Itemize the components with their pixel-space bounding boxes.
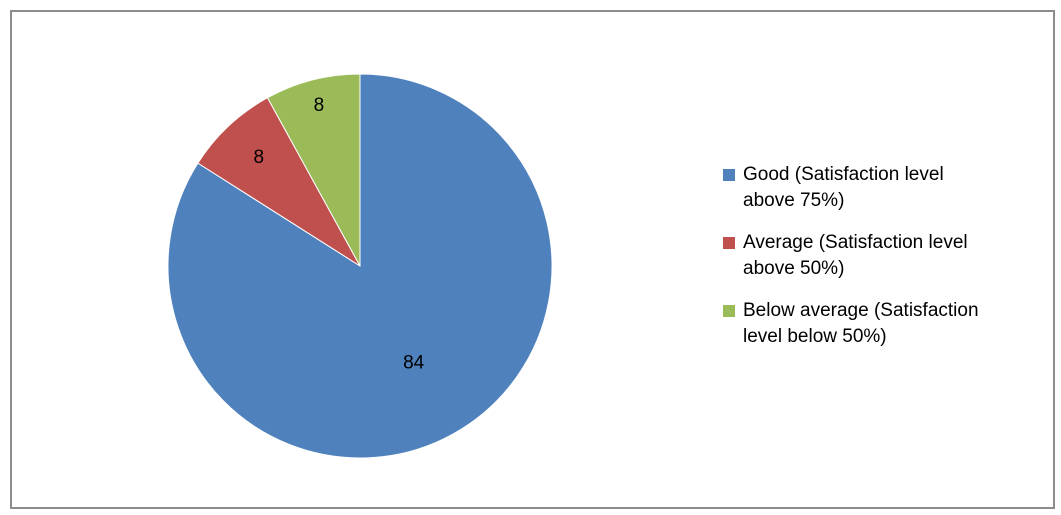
legend-item-average: Average (Satisfaction level above 50%): [723, 230, 1043, 282]
legend-item-below-average: Below average (Satisfaction level below …: [723, 298, 1043, 350]
pie-chart: 84 8 8: [167, 73, 553, 459]
pie-slice-below-average: [266, 73, 361, 267]
legend-swatch-below-average: [723, 305, 735, 317]
pie-data-labels: 84 8 8: [254, 95, 425, 374]
legend-swatch-good: [723, 169, 735, 181]
data-label-good: 84: [403, 353, 425, 374]
data-label-average: 8: [254, 147, 265, 168]
chart-area: 84 8 8 Good (Satisfaction level above 75%)…: [10, 10, 1055, 509]
pie-slice-average: [197, 97, 361, 267]
pie-slices: [167, 73, 553, 459]
legend-item-good: Good (Satisfaction level above 75%): [723, 162, 1043, 214]
legend-label-average: Average (Satisfaction level above 50%): [743, 232, 968, 279]
legend-label-below-average: Below average (Satisfaction level below …: [743, 300, 979, 347]
legend-label-good: Good (Satisfaction level above 75%): [743, 164, 944, 211]
data-label-below-average: 8: [314, 95, 325, 116]
legend: Good (Satisfaction level above 75%) Aver…: [723, 162, 1043, 366]
legend-swatch-average: [723, 237, 735, 249]
